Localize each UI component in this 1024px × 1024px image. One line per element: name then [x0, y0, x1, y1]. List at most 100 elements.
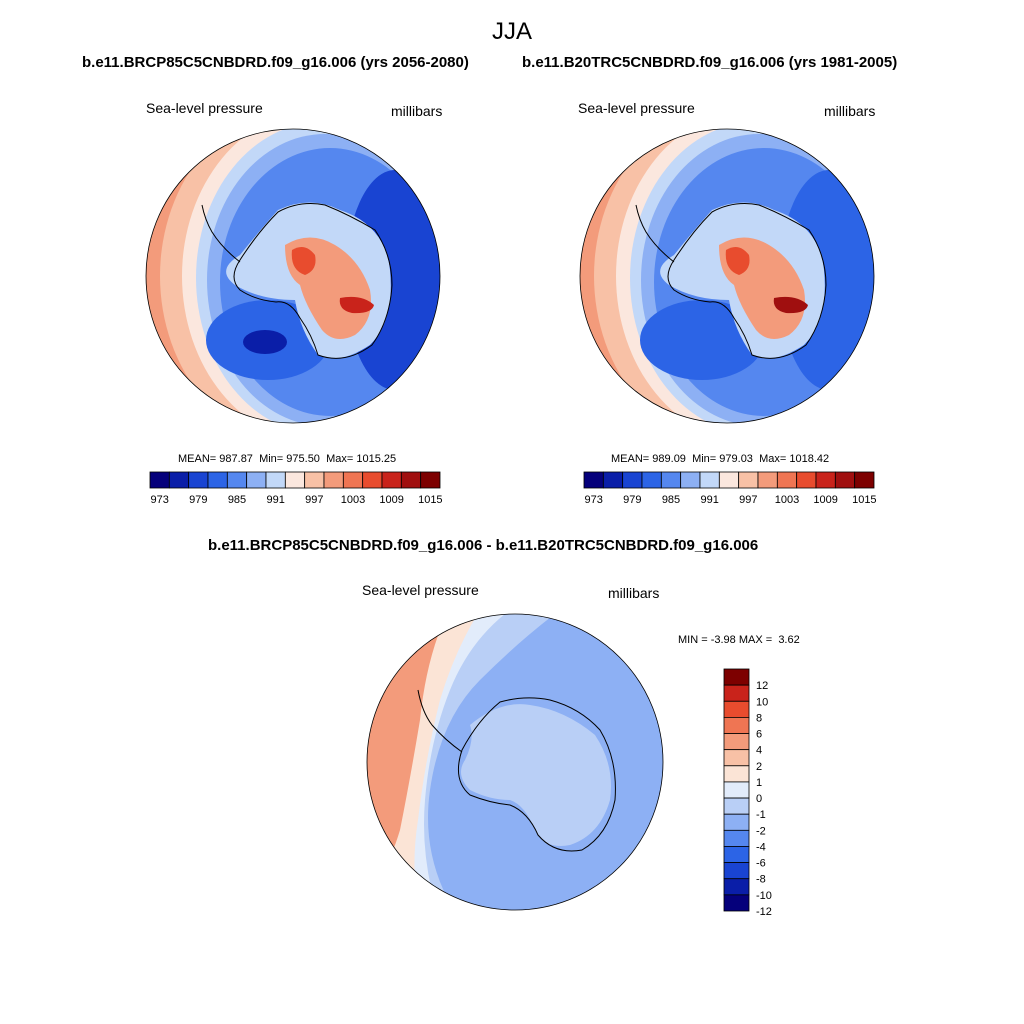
mean-value: 987.87 [219, 453, 253, 465]
colorbar-swatch [420, 471, 441, 489]
peninsula-coastline [417, 689, 463, 753]
colorbar-swatch [723, 878, 750, 896]
colorbar-swatch [796, 471, 817, 489]
colorbar-future: 973 979 985 991 997 1003 1009 1015 [149, 471, 443, 506]
colorbar-tick-label: 4 [756, 745, 762, 757]
colorbar-swatch [723, 813, 750, 831]
colorbar-tick-label: 997 [305, 494, 323, 506]
panel-future-variable-label: Sea-level pressure [146, 100, 263, 116]
colorbar-swatch [583, 471, 604, 489]
colorbar-tick-label: 991 [266, 494, 284, 506]
colorbar-swatch [226, 471, 248, 489]
continent-pressure-high [291, 246, 316, 275]
map-future [146, 129, 440, 423]
colorbar-swatch [723, 717, 750, 734]
panel-historical-case-title: b.e11.B20TRC5CNBDRD.f09_g16.006 (yrs 198… [522, 54, 898, 71]
colorbar-swatch [834, 471, 856, 489]
colorbar-swatch [362, 471, 383, 489]
colorbar-tick-label: 979 [189, 494, 207, 506]
min-value: -3.98 [710, 634, 736, 646]
map-historical-border [579, 128, 875, 424]
colorbar-swatch [723, 684, 750, 702]
colorbar-swatch [660, 471, 682, 489]
colorbar-swatch [757, 471, 778, 489]
continent-diff-light [461, 704, 611, 846]
colorbar-swatch [641, 471, 662, 489]
continent-coastline [233, 203, 393, 359]
max-value: 3.62 [778, 634, 800, 646]
colorbar-swatch [776, 471, 798, 489]
colorbar-swatch [723, 829, 750, 847]
colorbar-swatch [304, 471, 325, 489]
colorbar-swatch [400, 471, 422, 489]
max-value: 1018.42 [789, 453, 830, 465]
colorbar-tick-label: 985 [662, 494, 680, 506]
continent-pressure-high [725, 246, 750, 275]
map-historical [580, 129, 874, 423]
colorbar-tick-label: -10 [756, 890, 772, 902]
colorbar-swatch [188, 471, 209, 489]
mean-label: MEAN= [178, 453, 217, 465]
colorbar-tick-label: 6 [756, 729, 762, 741]
colorbar-tick-label: -6 [756, 858, 766, 870]
colorbar-tick-label: 1 [756, 777, 762, 789]
continent-coastline [457, 697, 616, 852]
colorbar-tick-label: 2 [756, 761, 762, 773]
colorbar-tick-label: 1009 [813, 494, 837, 506]
panel-difference-stats: MIN = -3.98 MAX = 3.62 [678, 634, 800, 646]
colorbar-swatch [723, 894, 750, 912]
map-future-border [145, 128, 441, 424]
colorbar-tick-label: -2 [756, 825, 766, 837]
colorbar-swatch [723, 668, 750, 686]
trough-low-center [243, 330, 287, 354]
max-label: Max= [759, 453, 787, 465]
colorbar-swatch [680, 471, 701, 489]
panel-historical-stats: MEAN= 989.09 Min= 979.03 Max= 1018.42 [611, 453, 829, 465]
colorbar-tick-label: 1015 [418, 494, 442, 506]
colorbar-swatch [723, 862, 750, 880]
colorbar-swatch [815, 471, 836, 489]
min-label: Min= [259, 453, 284, 465]
min-label: MIN = [678, 634, 708, 646]
min-value: 975.50 [286, 453, 320, 465]
colorbar-swatch [622, 471, 643, 489]
colorbar-tick-label: 973 [150, 494, 168, 506]
continent-pressure-high-east [339, 296, 374, 314]
continent-coastline [667, 203, 827, 359]
colorbar-tick-label: 1009 [379, 494, 403, 506]
colorbar-swatch [342, 471, 364, 489]
colorbar-tick-label: 979 [623, 494, 641, 506]
colorbar-swatch [284, 471, 306, 489]
continent-pressure-high-east [773, 296, 808, 314]
mean-label: MEAN= [611, 453, 650, 465]
colorbar-swatch [323, 471, 344, 489]
colorbar-tick-label: 991 [700, 494, 718, 506]
mean-value: 989.09 [652, 453, 686, 465]
max-label: Max= [326, 453, 354, 465]
colorbar-tick-label: 985 [228, 494, 246, 506]
colorbar-swatch [207, 471, 228, 489]
panel-future-units-label: millibars [391, 103, 443, 119]
colorbar-swatch [699, 471, 720, 489]
colorbar-swatch [718, 471, 740, 489]
colorbar-swatch [723, 749, 750, 767]
colorbar-tick-label: 973 [584, 494, 602, 506]
max-value: 1015.25 [356, 453, 397, 465]
colorbar-tick-label: 0 [756, 793, 762, 805]
colorbar-swatch [738, 471, 759, 489]
colorbar-swatch [265, 471, 286, 489]
colorbar-swatch [246, 471, 267, 489]
colorbar-swatch [723, 781, 750, 799]
colorbar-tick-label: -12 [756, 906, 772, 918]
colorbar-historical: 973 979 985 991 997 1003 1009 1015 [583, 471, 877, 506]
colorbar-swatch [168, 471, 190, 489]
panel-difference-units-label: millibars [608, 585, 660, 601]
colorbar-swatch [381, 471, 402, 489]
map-difference [367, 614, 663, 910]
peninsula-coastline [635, 204, 675, 263]
panel-difference-variable-label: Sea-level pressure [362, 582, 479, 598]
figure-title: JJA [491, 18, 532, 45]
min-label: Min= [692, 453, 717, 465]
panel-future-case-title: b.e11.BRCP85C5CNBDRD.f09_g16.006 (yrs 20… [82, 54, 469, 71]
